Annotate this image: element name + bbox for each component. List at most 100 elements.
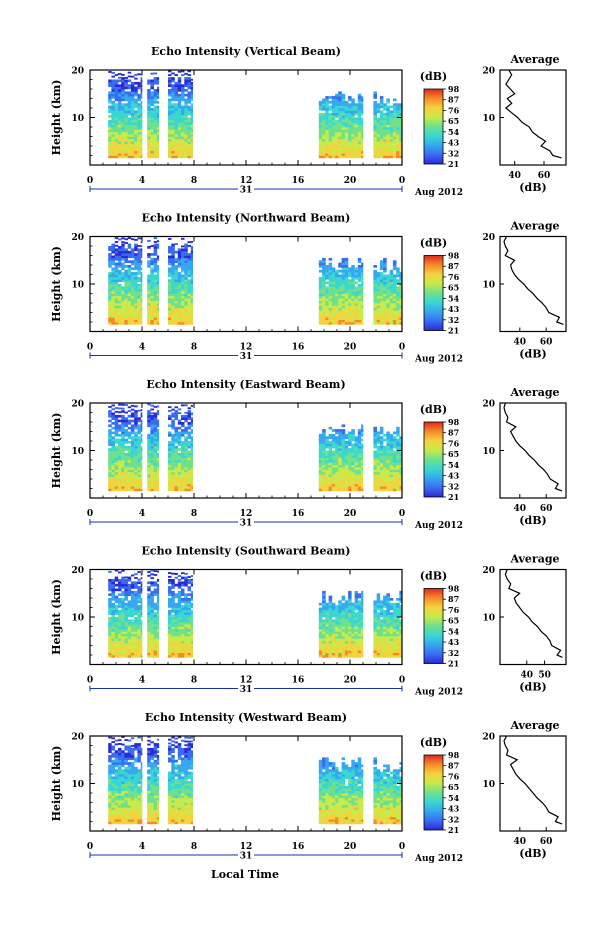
heatmap-cell: [177, 436, 182, 439]
heatmap-cell: [386, 483, 390, 487]
heatmap-cell: [147, 105, 151, 109]
heatmap-cell: [392, 148, 397, 152]
heatmap-cell: [338, 481, 342, 485]
heatmap-cell: [118, 460, 122, 463]
heatmap-cell: [328, 433, 333, 437]
heatmap-cell: [325, 628, 329, 632]
heatmap-cell: [153, 143, 158, 147]
heatmap-cell: [171, 257, 175, 261]
heatmap-cell: [124, 429, 128, 432]
heatmap-cell: [127, 414, 132, 418]
heatmap-cell: [386, 298, 390, 301]
heatmap-cell: [376, 464, 381, 468]
heatmap-cell: [111, 443, 115, 447]
heatmap-cell: [325, 607, 329, 611]
heatmap-cell: [373, 293, 377, 297]
heatmap-cell: [392, 150, 397, 154]
heatmap-cell: [357, 274, 362, 278]
heatmap-cell: [325, 621, 329, 625]
heatmap-cell: [168, 105, 172, 109]
heatmap-cell: [177, 70, 182, 73]
heatmap-cell: [134, 647, 138, 651]
heatmap-cell: [351, 317, 355, 320]
heatmap-cell: [174, 298, 178, 301]
heatmap-cell: [147, 96, 151, 99]
heatmap-cell: [130, 483, 135, 487]
heatmap-cell: [396, 153, 400, 156]
heatmap-cell: [399, 110, 403, 114]
heatmap-cell: [140, 631, 143, 634]
heatmap-cell: [376, 136, 381, 140]
heatmap-cell: [140, 291, 143, 294]
heatmap-cell: [376, 276, 381, 280]
heatmap-cell: [383, 460, 387, 463]
heatmap-cell: [373, 474, 377, 477]
heatmap-cell: [124, 469, 128, 473]
heatmap-cell: [111, 288, 115, 292]
heatmap-cell: [124, 155, 128, 159]
heatmap-cell: [134, 276, 138, 280]
heatmap-cell: [341, 141, 346, 144]
heatmap-cell: [354, 155, 359, 159]
heatmap-cell: [140, 286, 143, 290]
heatmap-cell: [111, 638, 115, 642]
heatmap-cell: [137, 146, 141, 149]
heatmap-cell: [150, 600, 154, 604]
heatmap-cell: [341, 134, 346, 137]
heatmap-cell: [325, 100, 329, 104]
heatmap-cell: [134, 636, 138, 639]
heatmap-cell: [348, 474, 352, 477]
heatmap-cell: [379, 481, 384, 485]
heatmap-cell: [344, 103, 349, 106]
heatmap-cell: [318, 122, 323, 125]
heatmap-cell: [344, 448, 349, 451]
heatmap-cell: [137, 322, 141, 325]
heatmap-cell: [121, 438, 125, 442]
heatmap-cell: [184, 141, 188, 144]
heatmap-cell: [130, 314, 135, 318]
heatmap-cell: [357, 141, 362, 144]
heatmap-cell: [357, 284, 362, 287]
heatmap-cell: [174, 650, 178, 653]
heatmap-cell: [318, 471, 323, 475]
heatmap-cell: [147, 127, 151, 130]
heatmap-cell: [150, 621, 154, 625]
heatmap-cell: [341, 276, 346, 280]
heatmap-cell: [114, 429, 119, 432]
colorbar-tick-label: 98: [448, 84, 460, 94]
heatmap-cell: [168, 450, 172, 454]
heatmap-cell: [127, 436, 132, 439]
heatmap-cell: [190, 265, 193, 268]
heatmap-cell: [108, 570, 112, 573]
heatmap-cell: [127, 272, 132, 275]
heatmap-cell: [118, 284, 122, 287]
colorbar-tick-label: 87: [448, 261, 459, 271]
heatmap-cell: [147, 650, 151, 653]
heatmap-cell: [174, 138, 178, 142]
heatmap-cell: [318, 314, 323, 318]
heatmap-cell: [171, 276, 175, 280]
heatmap-cell: [351, 148, 355, 152]
heatmap-cell: [328, 652, 333, 656]
heatmap-cell: [354, 269, 359, 273]
heatmap-cell: [322, 590, 326, 594]
heatmap-cell: [190, 141, 193, 144]
heatmap-cell: [338, 291, 342, 294]
heatmap-cell: [153, 460, 158, 463]
heatmap-cell: [177, 471, 182, 475]
heatmap-cell: [111, 655, 115, 658]
heatmap-cell: [341, 148, 346, 152]
heatmap-cell: [111, 614, 115, 618]
heatmap-cell: [134, 98, 138, 102]
heatmap-cell: [174, 267, 178, 271]
heatmap-cell: [386, 469, 390, 473]
heatmap-cell: [111, 314, 115, 318]
heatmap-cell: [187, 245, 191, 247]
heatmap-cell: [328, 448, 333, 451]
heatmap-cell: [140, 448, 143, 451]
heatmap-cell: [168, 70, 172, 73]
heatmap-cell: [187, 293, 191, 297]
heatmap-cell: [396, 300, 400, 304]
heatmap-cell: [130, 600, 135, 604]
heatmap-cell: [174, 93, 178, 97]
